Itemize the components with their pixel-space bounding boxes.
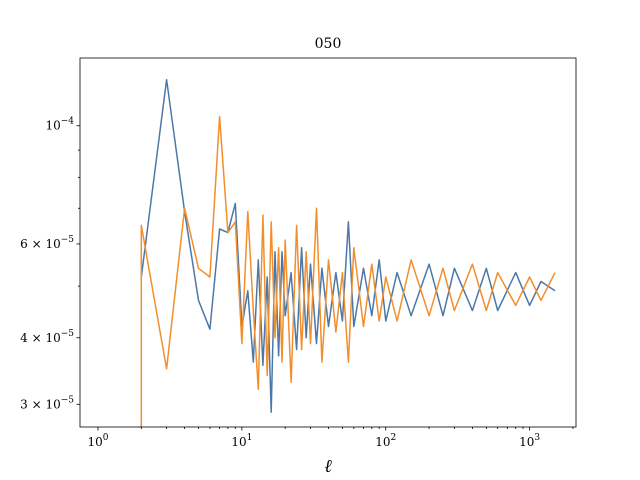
y-tick-label: 10−4 (45, 117, 74, 133)
y-tick-label: 6 × 10−5 (20, 235, 74, 251)
axis-ticks: 100 101 102 103 10−4 6 × 10−5 4 × 10−5 3 × 10−5 (20, 117, 574, 449)
y-tick-label: 4 × 10−5 (20, 329, 74, 345)
plot-lines (140, 78, 556, 427)
plot-frame (79, 57, 577, 428)
series-2-line (140, 115, 556, 427)
x-tick-label: 101 (231, 433, 252, 449)
x-tick-label: 100 (87, 433, 108, 449)
x-tick-label: 102 (375, 433, 396, 449)
chart-title: 050 (315, 36, 342, 52)
x-tick-label: 103 (519, 433, 540, 449)
y-tick-label: 3 × 10−5 (20, 395, 74, 411)
x-axis-label: ℓ (324, 456, 332, 477)
series-1-line (140, 78, 556, 413)
